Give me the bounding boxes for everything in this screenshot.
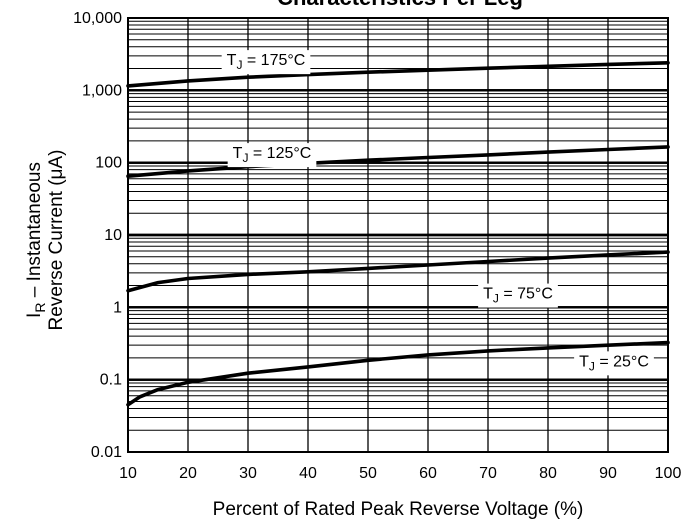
series-label-background — [227, 143, 317, 168]
x-tick-label: 90 — [599, 465, 617, 482]
series-label-background — [478, 283, 558, 308]
y-axis-ticks: 0.01 0.1 1 10 100 1,000 10,000 — [73, 10, 122, 461]
y-tick-label: 10 — [104, 227, 122, 244]
y-axis-title-main: I — [24, 313, 45, 318]
x-axis-title: Percent of Rated Peak Reverse Voltage (%… — [213, 499, 584, 520]
series-label-text: TJ = 25°C — [579, 353, 649, 373]
series-label-main: T — [233, 145, 243, 162]
series-label-4: TJ = 25°C — [574, 351, 654, 376]
y-tick-label: 0.01 — [91, 444, 122, 461]
y-tick-label: 1 — [113, 299, 122, 316]
series-label-subscript: J — [493, 292, 499, 306]
x-tick-label: 60 — [419, 465, 437, 482]
plot-frame — [127, 17, 669, 453]
plot-area: TJ = 175°CTJ = 125°CTJ = 75°CTJ = 25°C — [126, 17, 670, 453]
series-curve-2 — [126, 145, 670, 178]
y-tick-label: 1,000 — [82, 82, 122, 99]
series-label-main: T — [579, 353, 589, 370]
y-axis-title: IR – Instantaneous Reverse Current (μA) — [24, 150, 67, 331]
series-label-3: TJ = 75°C — [478, 283, 558, 308]
y-tick-label: 100 — [95, 155, 122, 172]
series-label-text: TJ = 75°C — [483, 286, 553, 306]
y-axis-title-rest: – Instantaneous — [24, 162, 45, 303]
series-label-text: TJ = 175°C — [227, 52, 306, 72]
series-label-background — [221, 50, 311, 75]
x-tick-label: 70 — [479, 465, 497, 482]
y-tick-label: 0.1 — [100, 372, 122, 389]
y-tick-label: 10,000 — [73, 10, 122, 27]
series-label-main: T — [483, 286, 493, 303]
series-curve-4 — [126, 340, 670, 407]
grid — [128, 18, 668, 452]
series-label-rest: = 125°C — [248, 145, 311, 162]
y-axis-title-subscript: R — [32, 303, 48, 313]
y-axis-title-line2: Reverse Current (μA) — [46, 150, 67, 331]
x-tick-label: 30 — [239, 465, 257, 482]
x-tick-label: 20 — [179, 465, 197, 482]
chart-title: Characteristics Per Leg — [277, 0, 523, 10]
curve-labels: TJ = 175°CTJ = 125°CTJ = 75°CTJ = 25°C — [221, 50, 654, 376]
x-tick-label: 50 — [359, 465, 377, 482]
series-label-rest: = 175°C — [242, 52, 305, 69]
series-label-subscript: J — [242, 151, 248, 165]
x-tick-label: 10 — [119, 465, 137, 482]
x-tick-label: 80 — [539, 465, 557, 482]
series-label-main: T — [227, 52, 237, 69]
series-label-subscript: J — [236, 58, 242, 72]
series-label-subscript: J — [589, 359, 595, 373]
series-curve-1 — [126, 61, 670, 88]
svg-text:IR – Instantaneous: IR – Instantaneous — [24, 162, 48, 318]
series-label-text: TJ = 125°C — [233, 145, 312, 165]
series-label-rest: = 25°C — [595, 353, 649, 370]
x-axis-ticks: 10 20 30 40 50 60 70 80 90 100 — [119, 465, 681, 482]
series-label-rest: = 75°C — [499, 286, 553, 303]
x-tick-label: 100 — [655, 465, 682, 482]
series-label-2: TJ = 125°C — [227, 143, 317, 168]
series-curve-3 — [126, 250, 670, 293]
series-label-1: TJ = 175°C — [221, 50, 311, 75]
x-tick-label: 40 — [299, 465, 317, 482]
curves — [126, 61, 670, 407]
series-label-background — [574, 351, 654, 376]
